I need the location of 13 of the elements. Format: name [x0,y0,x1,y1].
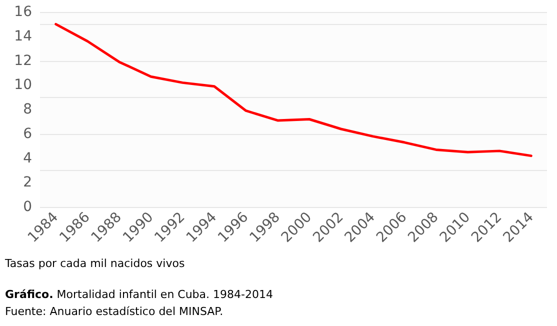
y-tick-label: 2 [23,174,32,191]
text: Gráfico. Mortalidad infantil en Cuba. 1984-2014 [5,288,274,301]
line-series [54,22,532,158]
y-tick-label: 14 [14,28,32,44]
text: Tasas por cada mil nacidos vivos [4,257,185,270]
y-tick-label: 16 [14,4,32,20]
y-tick-label: 4 [23,150,32,166]
y-tick-label: 12 [14,52,32,69]
source-note: Fuente: Anuario estadístico del MINSAP. [5,305,224,318]
y-tick-label: 6 [23,126,32,142]
y-tick-label: 10 [14,77,32,94]
y-tick-label: 8 [23,102,32,118]
y-tick-label: 0 [23,199,32,215]
